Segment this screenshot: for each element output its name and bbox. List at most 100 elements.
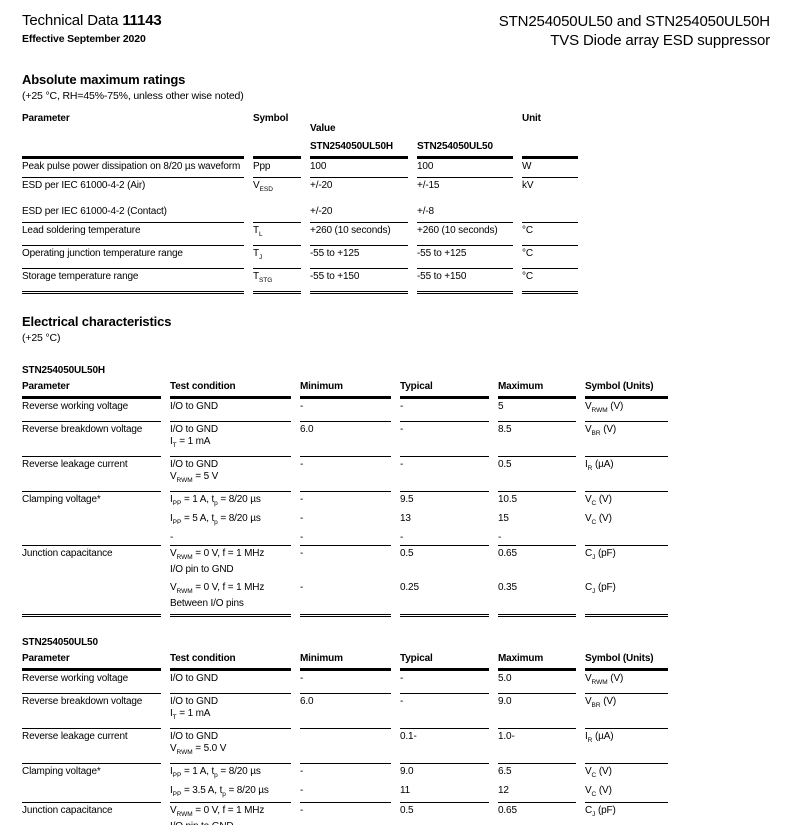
table-row: Reverse leakage current I/O to GND VRWM = … <box>22 729 668 764</box>
column-header-model-50h: STN254050UL50H <box>310 139 408 159</box>
table-row: Lead soldering temperature TL +260 (10 sec… <box>22 223 579 246</box>
header-right: STN254050UL50 and STN254050UL50H TVS Dio… <box>499 12 770 50</box>
table-cell: - <box>300 399 391 422</box>
table-cell <box>522 204 579 223</box>
table-cell: VC (V) <box>585 783 668 803</box>
table-cell: Reverse working voltage <box>22 399 161 422</box>
table-cell: +/-20 <box>310 204 408 223</box>
table-cell: VESD <box>253 180 273 193</box>
table-cell: +/-8 <box>417 204 514 223</box>
table-cell: - <box>400 399 489 422</box>
table-cell: 0.65 <box>498 548 517 559</box>
table-header: Parameter Symbol Value Unit STN254050UL5… <box>22 111 579 159</box>
table-cell: +/-15 <box>417 180 440 191</box>
column-header-model-50: STN254050UL50 <box>417 139 514 159</box>
table-cell: -55 to +150 <box>310 269 408 294</box>
column-header-parameter: Parameter <box>22 651 161 671</box>
table-cell: W <box>522 159 579 178</box>
table-cell: 9.0 <box>498 694 576 729</box>
column-header-value: Value <box>310 123 336 134</box>
table-cell: - <box>170 530 291 546</box>
table-header: Parameter Test condition Minimum Typical… <box>22 379 668 399</box>
column-header-minimum: Minimum <box>300 651 391 671</box>
table-row: Clamping voltage* IPP = 1 A, tp = 8/20 µs… <box>22 764 668 783</box>
table-cell <box>22 783 161 803</box>
table-cell: IPP = 5 A, tp = 8/20 µs <box>170 513 261 526</box>
product-title: STN254050UL50 and STN254050UL50H <box>498 13 770 30</box>
table-cell: Junction capacitance <box>22 548 113 559</box>
table-cell: 0.5 <box>498 457 576 492</box>
table-cell: 6.0 <box>300 694 391 729</box>
table-row: Reverse breakdown voltage I/O to GND IT = … <box>22 422 668 457</box>
table-cell: °C <box>522 246 579 269</box>
table-cell: - <box>300 580 391 617</box>
section-conditions: (+25 °C) <box>22 332 61 344</box>
table-cell: Ppp <box>253 159 301 178</box>
product-subtitle: TVS Diode array ESD suppressor <box>550 32 770 49</box>
table-cell: I/O to GND <box>170 671 291 694</box>
table-cell: 100 <box>417 159 514 178</box>
table-cell: VRWM (V) <box>585 399 668 422</box>
table-row: Junction capacitance VRWM = 0 V, f = 1 MH… <box>22 803 668 825</box>
column-header-typical: Typical <box>400 379 489 399</box>
table-cell: Reverse working voltage <box>22 671 161 694</box>
table-cell: VRWM (V) <box>585 671 668 694</box>
table-row: IPP = 3.5 A, tp = 8/20 µs -11 12 VC (V) <box>22 783 668 803</box>
table-cell: 9.5 <box>400 494 414 505</box>
table-cell: Clamping voltage* <box>22 766 101 777</box>
table-cell: VC (V) <box>585 513 612 526</box>
table-cell: - <box>300 548 304 559</box>
table-cell <box>22 580 161 617</box>
table-cell: 5.0 <box>498 671 576 694</box>
table-cell: I/O to GND VRWM = 5 V <box>170 457 291 492</box>
table-row: Reverse leakage current I/O to GND VRWM = … <box>22 457 668 492</box>
table-row: Storage temperature range TSTG -55 to +150… <box>22 269 579 294</box>
table-row: Operating junction temperature range TJ -5… <box>22 246 579 269</box>
table-cell: Clamping voltage* <box>22 494 101 505</box>
table-cell: Junction capacitance <box>22 805 113 816</box>
column-header-maximum: Maximum <box>498 379 576 399</box>
section-conditions: (+25 °C, RH=45%-75%, unless other wise n… <box>22 90 244 102</box>
table-cell: - <box>400 530 489 546</box>
table-cell: 5 <box>498 399 576 422</box>
section-title-absolute-maximum-ratings: Absolute maximum ratings <box>22 72 186 87</box>
table-cell: - <box>300 805 304 816</box>
table-cell: IR (µA) <box>585 457 668 492</box>
table-cell: Lead soldering temperature <box>22 223 244 246</box>
column-header-unit: Unit <box>522 111 579 159</box>
table-row: Reverse working voltage I/O to GND - -5 VRWM… <box>22 399 668 422</box>
table-cell: IPP = 1 A, tp = 8/20 µs <box>170 766 261 779</box>
table-cell: I/O to GND IT = 1 mA <box>170 694 291 729</box>
table-cell: 0.1- <box>400 729 489 764</box>
document-number: 11143 <box>122 12 162 29</box>
table-cell: TL <box>253 223 301 246</box>
table-cell: 0.25 <box>400 580 489 617</box>
table-cell: - <box>300 513 304 524</box>
table-cell: 10.5 <box>498 494 517 505</box>
table-cell: IPP = 1 A, tp = 8/20 µs <box>170 494 261 507</box>
table-title-stn254050ul50h: STN254050UL50H <box>22 365 105 376</box>
table-cell: 0.65 <box>498 805 517 816</box>
table-cell: - <box>400 694 489 729</box>
table-body: Reverse working voltage I/O to GND - -5.0 VR… <box>22 671 668 825</box>
table-cell: CJ (pF) <box>585 548 616 561</box>
table-cell: CJ (pF) <box>585 580 668 617</box>
table-cell: Reverse leakage current <box>22 729 161 764</box>
table-cell: IPP = 3.5 A, tp = 8/20 µs <box>170 783 291 803</box>
table-header-row: Parameter Symbol Value Unit <box>22 111 579 159</box>
table-cell: kV <box>522 180 534 191</box>
column-header-symbol-units: Symbol (Units) <box>585 651 668 671</box>
absolute-maximum-ratings-section: Absolute maximum ratings (+25 °C, RH=45%… <box>22 72 794 294</box>
table-cell: Reverse breakdown voltage <box>22 422 161 457</box>
table-cell: +/-20 <box>310 180 333 191</box>
table-cell: 0.5 <box>400 548 414 559</box>
table-row: ESD per IEC 61000-4-2 (Air) VESD +/-20 +/-1… <box>22 178 578 204</box>
table-cell: °C <box>522 269 579 294</box>
table-cell: - <box>300 494 304 505</box>
table-cell: -55 to +125 <box>310 246 408 269</box>
electrical-characteristics-section: Electrical characteristics (+25 °C) STN2… <box>22 314 794 825</box>
table-cell: 9.0 <box>400 766 414 777</box>
table-row: Clamping voltage* IPP = 1 A, tp = 8/20 µs… <box>22 492 668 511</box>
